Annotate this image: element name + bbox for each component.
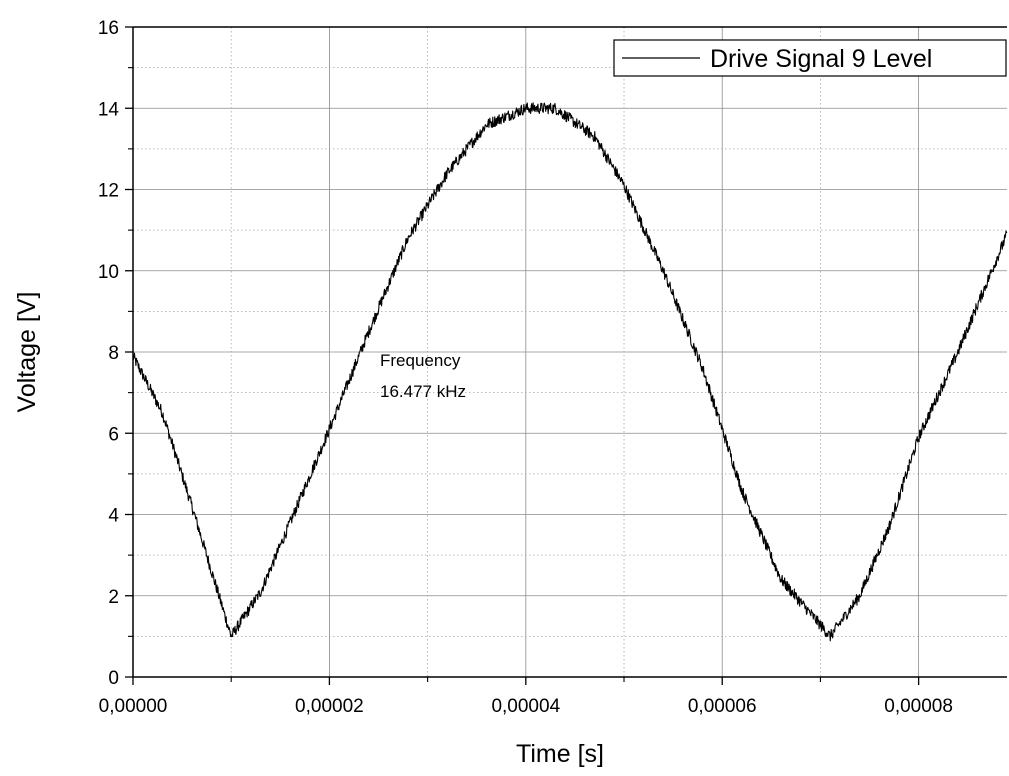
- series-line-drive-signal-9-level: [132, 102, 1008, 642]
- ticks: 0 2 4 6 8 10 12 14 16 0,00000 0,00002 0,00004 0,0000…: [98, 18, 953, 717]
- x-tick-label: 0,00008: [884, 696, 953, 717]
- legend-label: Drive Signal 9 Level: [710, 45, 932, 73]
- annotation-line-value: 16.477 kHz: [380, 382, 466, 401]
- y-tick-label: 14: [98, 99, 120, 120]
- y-tick-label: 16: [98, 18, 119, 39]
- y-tick-label: 10: [98, 262, 119, 283]
- frequency-annotation: Frequency 16.477 kHz: [380, 351, 466, 401]
- x-tick-label: 0,00000: [99, 696, 168, 717]
- x-tick-label: 0,00002: [295, 696, 364, 717]
- y-tick-label: 0: [108, 668, 119, 689]
- legend: Drive Signal 9 Level: [613, 39, 1007, 77]
- grid: [133, 27, 1007, 677]
- x-tick-label: 0,00004: [491, 696, 560, 717]
- y-tick-label: 6: [108, 424, 119, 445]
- y-tick-label: 12: [98, 181, 119, 202]
- x-tick-label: 0,00006: [688, 696, 757, 717]
- y-tick-label: 4: [108, 506, 119, 527]
- y-tick-label: 8: [108, 343, 119, 364]
- y-axis-title: Voltage [V]: [13, 292, 41, 413]
- annotation-line-frequency: Frequency: [380, 351, 461, 370]
- y-tick-label: 2: [108, 587, 119, 608]
- x-axis-title: Time [s]: [516, 740, 604, 768]
- series-layer: [132, 102, 1008, 642]
